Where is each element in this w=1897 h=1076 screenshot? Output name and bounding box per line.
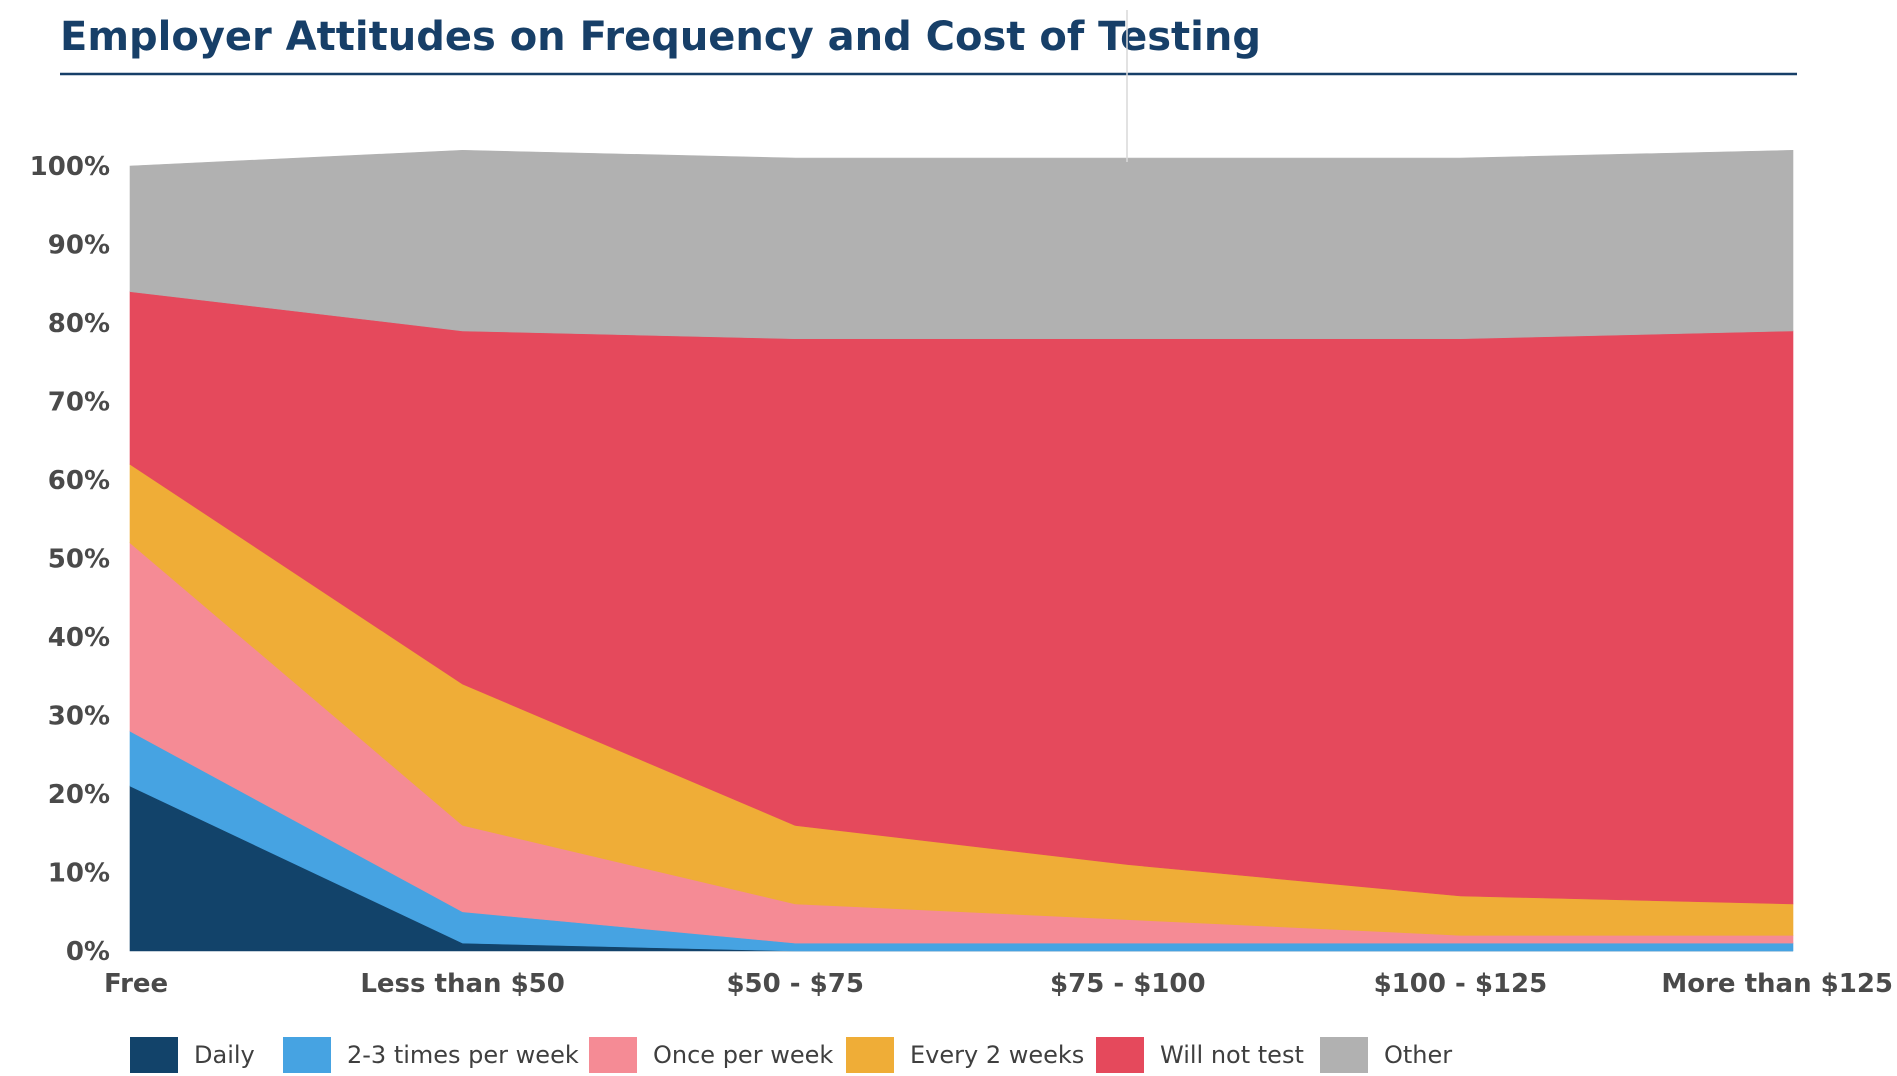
legend-swatch (846, 1037, 894, 1073)
legend-item-2-3-times-per-week: 2-3 times per week (283, 1037, 579, 1073)
legend-item-daily: Daily (130, 1037, 255, 1073)
legend-item-every-2-weeks: Every 2 weeks (846, 1037, 1084, 1073)
x-axis: Free Less than $50 $50 - $75 $75 - $100 $100… (104, 969, 1893, 999)
chart-title: Employer Attitudes on Frequency and Cost… (60, 14, 1261, 60)
x-tick-label: $50 - $75 (726, 969, 863, 999)
y-tick-label: 40% (48, 623, 110, 653)
y-tick-label: 0% (66, 937, 110, 967)
y-tick-label: 60% (48, 466, 110, 496)
area-other (129, 149, 1794, 339)
y-tick-label: 10% (48, 859, 110, 889)
y-tick-label: 50% (48, 545, 110, 575)
legend-label: Daily (194, 1041, 255, 1069)
legend-label: Once per week (653, 1041, 833, 1069)
x-tick-label: $100 - $125 (1374, 969, 1548, 999)
y-tick-label: 70% (48, 388, 110, 418)
legend-item-once-per-week: Once per week (589, 1037, 833, 1073)
y-tick-label: 30% (48, 702, 110, 732)
legend-label: 2-3 times per week (347, 1041, 579, 1069)
x-tick-label: Less than $50 (360, 969, 565, 999)
y-tick-label: 90% (48, 231, 110, 261)
x-tick-label: Free (104, 969, 168, 999)
legend-label: Will not test (1160, 1041, 1304, 1069)
y-axis: 0% 10% 20% 30% 40% 50% 60% 70% 80% 90% 100% (30, 152, 110, 967)
x-tick-label: More than $125 (1661, 969, 1893, 999)
legend-swatch (1096, 1037, 1144, 1073)
y-tick-label: 20% (48, 780, 110, 810)
legend-item-other: Other (1320, 1037, 1452, 1073)
legend-swatch (589, 1037, 637, 1073)
legend: Daily 2-3 times per week Once per week Ever… (130, 1037, 1452, 1073)
y-tick-label: 100% (30, 152, 110, 182)
legend-label: Every 2 weeks (910, 1041, 1084, 1069)
legend-swatch (283, 1037, 331, 1073)
legend-swatch (130, 1037, 178, 1073)
area-layers (129, 149, 1794, 952)
legend-label: Other (1384, 1041, 1452, 1069)
y-tick-label: 80% (48, 309, 110, 339)
legend-item-will-not-test: Will not test (1096, 1037, 1304, 1073)
x-tick-label: $75 - $100 (1050, 969, 1206, 999)
legend-swatch (1320, 1037, 1368, 1073)
